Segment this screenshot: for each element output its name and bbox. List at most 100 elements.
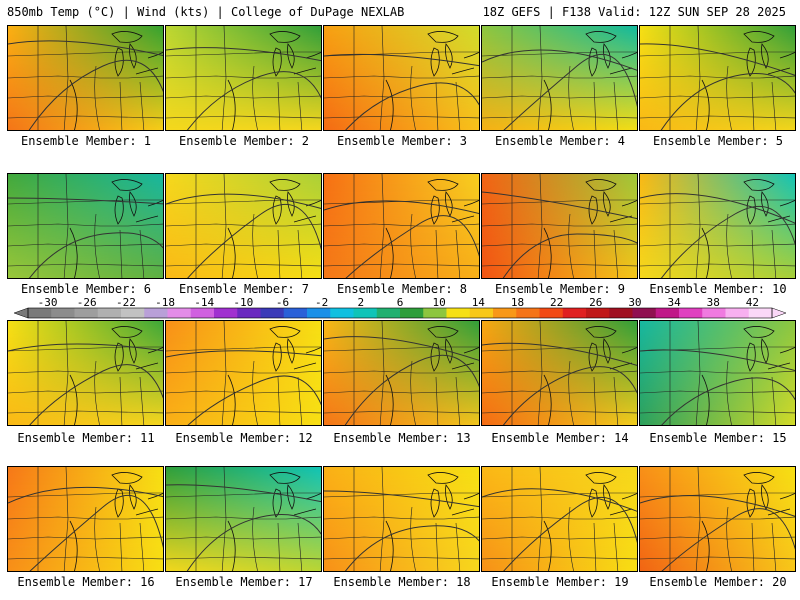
colorbar-segment xyxy=(97,308,122,318)
state-borders xyxy=(166,26,321,130)
temperature-field xyxy=(640,174,795,278)
ensemble-member-map[interactable] xyxy=(481,466,638,572)
colorbar-segment xyxy=(539,308,564,318)
ensemble-member-label: Ensemble Member: 17 xyxy=(175,575,313,589)
colorbar-segment xyxy=(307,308,331,318)
ensemble-member-label: Ensemble Member: 9 xyxy=(494,282,626,296)
state-borders xyxy=(166,467,321,571)
ensemble-member-map[interactable] xyxy=(481,25,638,131)
isotherm-contours xyxy=(640,495,795,571)
colorbar-tick-label: 14 xyxy=(471,296,485,309)
colorbar-tick-label: -26 xyxy=(76,296,97,309)
isotherm-contours xyxy=(482,191,637,278)
great-lakes xyxy=(585,179,637,225)
state-borders xyxy=(166,174,321,278)
ensemble-member-map[interactable] xyxy=(165,173,322,279)
colorbar-segment xyxy=(609,308,633,318)
state-borders xyxy=(324,321,479,425)
ensemble-member-map[interactable] xyxy=(639,25,796,131)
ensemble-member-label: Ensemble Member: 6 xyxy=(20,282,152,296)
temperature-field xyxy=(8,26,163,130)
ensemble-member-label: Ensemble Member: 10 xyxy=(649,282,787,296)
isotherm-contours xyxy=(482,488,637,571)
isotherm-contours xyxy=(166,484,321,571)
mississippi-river xyxy=(543,227,552,278)
ensemble-member-map[interactable] xyxy=(481,320,638,426)
state-borders xyxy=(482,467,637,571)
ensemble-member-map[interactable] xyxy=(165,320,322,426)
ensemble-member-map[interactable] xyxy=(165,25,322,131)
colorbar-segment xyxy=(423,308,447,318)
ensemble-member-label: Ensemble Member: 16 xyxy=(17,575,155,589)
colorbar-segment xyxy=(562,308,587,318)
isotherm-contours xyxy=(166,193,321,278)
state-borders xyxy=(640,467,795,571)
temperature-field xyxy=(640,467,795,571)
ensemble-member-map[interactable] xyxy=(481,173,638,279)
ensemble-member-map[interactable] xyxy=(323,25,480,131)
great-lakes xyxy=(111,31,163,77)
ensemble-member-map[interactable] xyxy=(7,173,164,279)
ensemble-member-map[interactable] xyxy=(639,173,796,279)
colorbar-segment xyxy=(493,308,517,318)
ensemble-member-map[interactable] xyxy=(323,320,480,426)
mississippi-river xyxy=(69,520,78,571)
colorbar-left-arrow xyxy=(13,307,29,319)
ensemble-member-map[interactable] xyxy=(7,320,164,426)
ensemble-member-label: Ensemble Member: 11 xyxy=(17,431,155,445)
temperature-field xyxy=(324,467,479,571)
ensemble-member-label: Ensemble Member: 1 xyxy=(20,134,152,148)
ensemble-member-map[interactable] xyxy=(639,320,796,426)
state-borders xyxy=(8,467,163,571)
ensemble-member-map[interactable] xyxy=(323,173,480,279)
colorbar-tick-label: -30 xyxy=(37,296,58,309)
ensemble-member-map[interactable] xyxy=(7,466,164,572)
ensemble-member-label: Ensemble Member: 15 xyxy=(649,431,787,445)
ensemble-member-label: Ensemble Member: 4 xyxy=(494,134,626,148)
ensemble-member-map[interactable] xyxy=(323,466,480,572)
temperature-field xyxy=(166,467,321,571)
isotherm-contours xyxy=(482,49,637,130)
temperature-field xyxy=(482,467,637,571)
colorbar-segment xyxy=(400,308,424,318)
ensemble-member-label: Ensemble Member: 7 xyxy=(178,282,310,296)
ensemble-member-label: Ensemble Member: 12 xyxy=(175,431,313,445)
ensemble-member-map[interactable] xyxy=(165,466,322,572)
ensemble-member-label: Ensemble Member: 18 xyxy=(333,575,471,589)
mississippi-river xyxy=(227,227,236,278)
mississippi-river xyxy=(543,374,552,425)
state-borders xyxy=(482,174,637,278)
colorbar-segment xyxy=(748,308,773,318)
ensemble-member-label: Ensemble Member: 3 xyxy=(336,134,468,148)
colorbar-segment xyxy=(214,308,238,318)
ensemble-member-label: Ensemble Member: 5 xyxy=(652,134,784,148)
colorbar-right-arrow xyxy=(771,307,787,319)
mississippi-river xyxy=(69,374,78,425)
great-lakes xyxy=(743,179,795,225)
isotherm-contours xyxy=(8,486,163,571)
state-borders xyxy=(8,174,163,278)
colorbar-segment xyxy=(353,308,378,318)
run-valid-time: 18Z GEFS | F138 Valid: 12Z SUN SEP 28 20… xyxy=(482,5,786,19)
ensemble-member-label: Ensemble Member: 19 xyxy=(491,575,629,589)
isotherm-contours xyxy=(324,490,479,571)
colorbar-segment xyxy=(516,308,540,318)
isotherm-contours xyxy=(8,197,163,278)
great-lakes xyxy=(111,326,163,372)
mississippi-river xyxy=(227,374,236,425)
mississippi-river xyxy=(227,79,236,130)
colorbar-tick-labels: -30 -26 -22 -18 -14 -10 -6 -2 2 6 10 14 18 22 26 30 34 38… xyxy=(0,296,800,309)
chart-title: 850mb Temp (°C) | Wind (kts) | College o… xyxy=(7,5,405,19)
colorbar-tick-label: 34 xyxy=(667,296,681,309)
temperature-field xyxy=(8,321,163,425)
great-lakes xyxy=(269,179,321,225)
state-borders xyxy=(482,321,637,425)
ensemble-member-label: Ensemble Member: 20 xyxy=(649,575,787,589)
ensemble-member-map[interactable] xyxy=(639,466,796,572)
state-borders xyxy=(324,26,479,130)
temperature-field xyxy=(482,26,637,130)
ensemble-member-map[interactable] xyxy=(7,25,164,131)
colorbar-tick-label: -2 xyxy=(315,296,329,309)
mississippi-river xyxy=(385,227,394,278)
colorbar-tick-label: 38 xyxy=(706,296,720,309)
